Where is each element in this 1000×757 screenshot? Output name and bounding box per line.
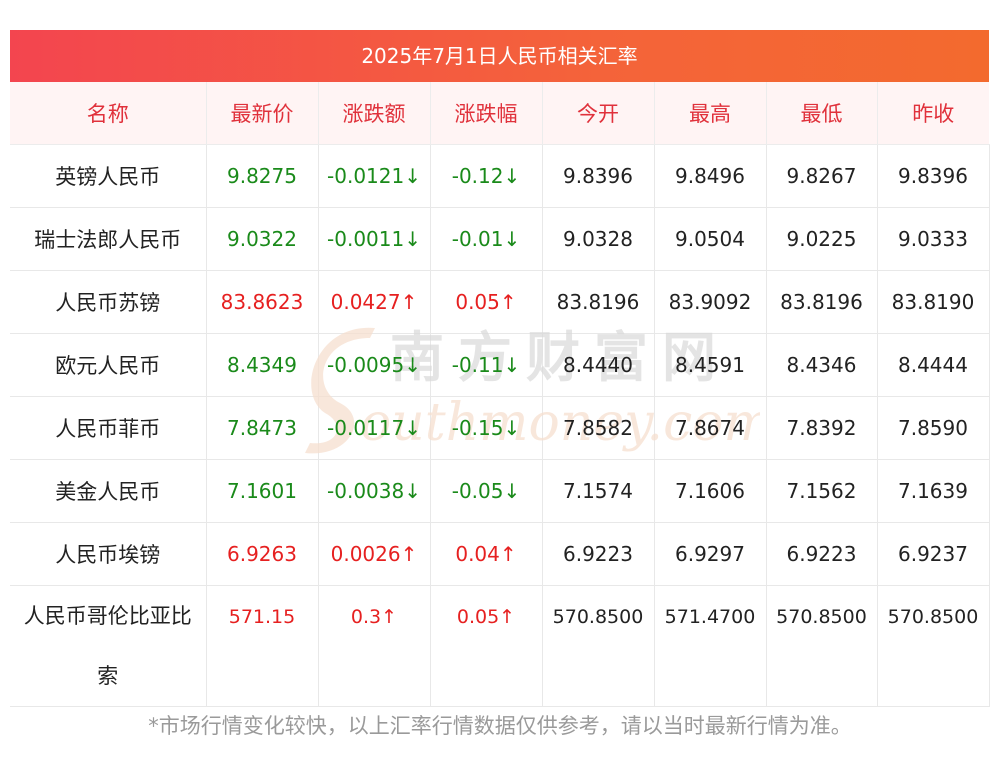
column-header-high: 最高 bbox=[654, 82, 767, 145]
cell-open: 8.4440 bbox=[542, 333, 655, 397]
cell-prev-close: 9.0333 bbox=[877, 207, 990, 271]
cell-low: 7.1562 bbox=[766, 459, 878, 523]
cell-prev-close: 7.1639 bbox=[877, 459, 990, 523]
table-row: 瑞士法郎人民币 9.0322 -0.0011↓ -0.01↓ 9.0328 9.0504 9… bbox=[10, 207, 990, 271]
cell-name: 英镑人民币 bbox=[10, 144, 207, 208]
cell-prev-close: 6.9237 bbox=[877, 522, 990, 586]
table-row: 英镑人民币 9.8275 -0.0121↓ -0.12↓ 9.8396 9.8496 9.8… bbox=[10, 144, 990, 208]
cell-change: -0.0121↓ bbox=[318, 144, 431, 208]
cell-name: 美金人民币 bbox=[10, 459, 207, 523]
cell-change-pct: 0.04↑ bbox=[430, 522, 543, 586]
cell-latest: 6.9263 bbox=[206, 522, 319, 586]
cell-open: 9.0328 bbox=[542, 207, 655, 271]
table-row: 欧元人民币 8.4349 -0.0095↓ -0.11↓ 8.4440 8.4591 8.4… bbox=[10, 333, 990, 397]
cell-name: 人民币苏镑 bbox=[10, 270, 207, 334]
column-header-change-pct: 涨跌幅 bbox=[430, 82, 543, 145]
table-row: 人民币苏镑 83.8623 0.0427↑ 0.05↑ 83.8196 83.9092 83… bbox=[10, 270, 990, 334]
table-title: 2025年7月1日人民币相关汇率 bbox=[10, 30, 989, 82]
cell-prev-close: 8.4444 bbox=[877, 333, 990, 397]
cell-open: 9.8396 bbox=[542, 144, 655, 208]
table-row: 人民币菲币 7.8473 -0.0117↓ -0.15↓ 7.8582 7.8674 7.8… bbox=[10, 396, 990, 460]
table-row: 美金人民币 7.1601 -0.0038↓ -0.05↓ 7.1574 7.1606 7.1… bbox=[10, 459, 990, 523]
cell-change: -0.0117↓ bbox=[318, 396, 431, 460]
cell-latest: 7.8473 bbox=[206, 396, 319, 460]
cell-high: 7.1606 bbox=[654, 459, 767, 523]
cell-change: 0.0026↑ bbox=[318, 522, 431, 586]
cell-latest: 7.1601 bbox=[206, 459, 319, 523]
cell-change: -0.0011↓ bbox=[318, 207, 431, 271]
cell-prev-close: 7.8590 bbox=[877, 396, 990, 460]
cell-high: 8.4591 bbox=[654, 333, 767, 397]
table-row: 人民币哥伦比亚比索 571.15 0.3↑ 0.05↑ 570.8500 571.4700… bbox=[10, 585, 990, 707]
cell-change-pct: -0.12↓ bbox=[430, 144, 543, 208]
cell-latest: 8.4349 bbox=[206, 333, 319, 397]
cell-high: 7.8674 bbox=[654, 396, 767, 460]
cell-prev-close: 83.8190 bbox=[877, 270, 990, 334]
cell-low: 9.8267 bbox=[766, 144, 878, 208]
column-header-low: 最低 bbox=[766, 82, 878, 145]
cell-high: 9.8496 bbox=[654, 144, 767, 208]
cell-name: 人民币哥伦比亚比索 bbox=[10, 585, 207, 707]
cell-open: 7.8582 bbox=[542, 396, 655, 460]
cell-change: -0.0038↓ bbox=[318, 459, 431, 523]
cell-change-pct: 0.05↑ bbox=[430, 270, 543, 334]
cell-low: 7.8392 bbox=[766, 396, 878, 460]
cell-latest: 9.0322 bbox=[206, 207, 319, 271]
table-header-row: 名称 最新价 涨跌额 涨跌幅 今开 最高 最低 昨收 bbox=[10, 82, 989, 145]
cell-high: 571.4700 bbox=[654, 585, 767, 707]
cell-high: 9.0504 bbox=[654, 207, 767, 271]
cell-prev-close: 570.8500 bbox=[877, 585, 990, 707]
cell-prev-close: 9.8396 bbox=[877, 144, 990, 208]
cell-open: 7.1574 bbox=[542, 459, 655, 523]
cell-change: 0.3↑ bbox=[318, 585, 431, 707]
cell-latest: 571.15 bbox=[206, 585, 319, 707]
cell-change-pct: -0.05↓ bbox=[430, 459, 543, 523]
disclaimer-footer: *市场行情变化较快，以上汇率行情数据仅供参考，请以当时最新行情为准。 bbox=[148, 714, 852, 738]
cell-open: 570.8500 bbox=[542, 585, 655, 707]
cell-change-pct: -0.11↓ bbox=[430, 333, 543, 397]
exchange-rate-table: 名称 最新价 涨跌额 涨跌幅 今开 最高 最低 昨收 英镑人民币 9.8275 -0… bbox=[10, 82, 990, 707]
column-header-change: 涨跌额 bbox=[318, 82, 431, 145]
cell-low: 570.8500 bbox=[766, 585, 878, 707]
table-row: 人民币埃镑 6.9263 0.0026↑ 0.04↑ 6.9223 6.9297 6.922… bbox=[10, 522, 990, 586]
cell-low: 6.9223 bbox=[766, 522, 878, 586]
cell-open: 83.8196 bbox=[542, 270, 655, 334]
cell-high: 83.9092 bbox=[654, 270, 767, 334]
cell-open: 6.9223 bbox=[542, 522, 655, 586]
cell-low: 8.4346 bbox=[766, 333, 878, 397]
cell-high: 6.9297 bbox=[654, 522, 767, 586]
cell-name: 人民币菲币 bbox=[10, 396, 207, 460]
cell-name: 人民币埃镑 bbox=[10, 522, 207, 586]
cell-name: 瑞士法郎人民币 bbox=[10, 207, 207, 271]
cell-change-pct: -0.15↓ bbox=[430, 396, 543, 460]
cell-change: -0.0095↓ bbox=[318, 333, 431, 397]
cell-latest: 9.8275 bbox=[206, 144, 319, 208]
column-header-name: 名称 bbox=[10, 82, 207, 145]
column-header-prev-close: 昨收 bbox=[877, 82, 989, 145]
cell-low: 9.0225 bbox=[766, 207, 878, 271]
cell-low: 83.8196 bbox=[766, 270, 878, 334]
cell-change: 0.0427↑ bbox=[318, 270, 431, 334]
cell-latest: 83.8623 bbox=[206, 270, 319, 334]
cell-name: 欧元人民币 bbox=[10, 333, 207, 397]
rate-card: 2025年7月1日人民币相关汇率 名称 最新价 涨跌额 涨跌幅 今开 最高 最低… bbox=[10, 30, 990, 707]
cell-change-pct: 0.05↑ bbox=[430, 585, 543, 707]
cell-change-pct: -0.01↓ bbox=[430, 207, 543, 271]
column-header-open: 今开 bbox=[542, 82, 655, 145]
column-header-latest: 最新价 bbox=[206, 82, 319, 145]
